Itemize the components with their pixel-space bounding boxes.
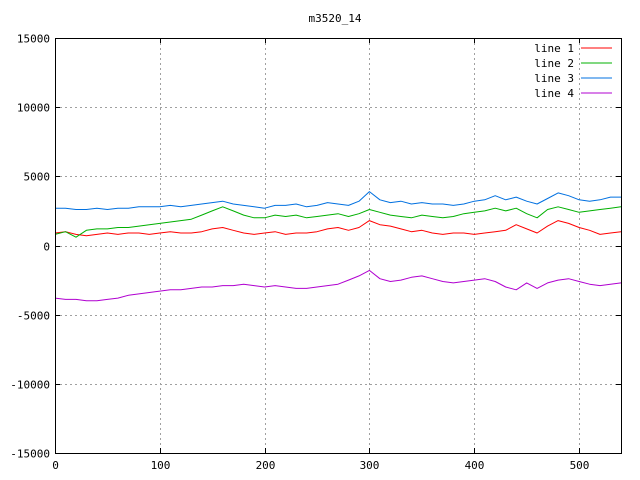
plot-series	[54, 191, 622, 302]
x-tick-label: 400	[465, 459, 485, 472]
legend: line 1 line 2 line 3 line 4	[534, 42, 612, 100]
y-tick-label: 15000	[17, 33, 50, 46]
chart-title: m3520_14	[309, 12, 362, 25]
y-tick-label: 5000	[24, 171, 51, 184]
legend-label: line 4	[534, 87, 574, 100]
x-tick-label: 200	[256, 459, 276, 472]
y-tick-label: -5000	[17, 310, 50, 323]
y-tick-label: 10000	[17, 102, 50, 115]
x-tick-label: 100	[151, 459, 171, 472]
legend-label: line 2	[534, 57, 574, 70]
series-line-4	[54, 269, 622, 302]
legend-label: line 3	[534, 72, 574, 85]
series-line-1	[54, 220, 622, 237]
y-tick-label: -10000	[10, 379, 50, 392]
x-tick-label: 500	[570, 459, 590, 472]
y-tick-label: -15000	[10, 448, 50, 461]
axis-ticks: 0 100 200 300 400 500 -15000 -10000 -5000 0 5000 10…	[10, 33, 621, 472]
y-tick-label: 0	[43, 241, 50, 254]
grid	[55, 38, 621, 453]
series-line-2	[54, 206, 622, 238]
x-tick-label: 0	[52, 459, 59, 472]
series-line-3	[55, 191, 621, 210]
x-tick-label: 300	[360, 459, 380, 472]
legend-label: line 1	[534, 42, 574, 55]
